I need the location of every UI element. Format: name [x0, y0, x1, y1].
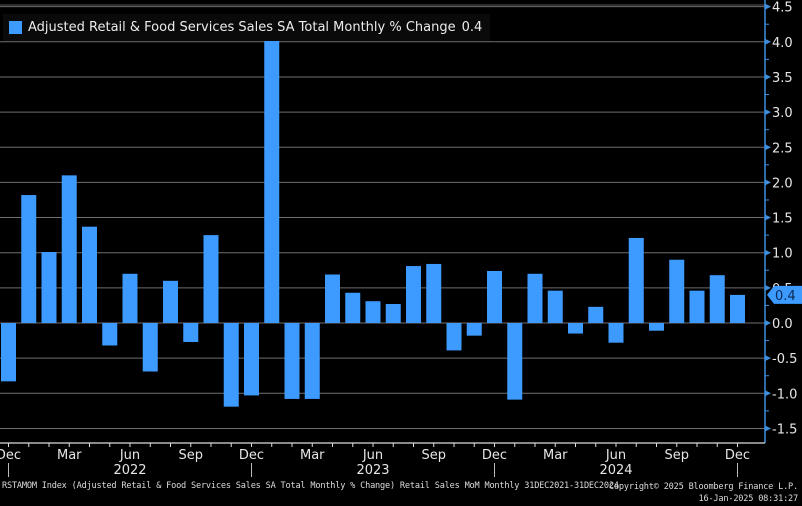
x-month-label: Dec	[0, 448, 21, 463]
bar	[568, 323, 583, 334]
y-tick-marker	[765, 425, 771, 432]
y-tick-marker	[765, 3, 771, 10]
y-tick-label: 2.5	[772, 141, 793, 156]
y-tick-marker	[765, 73, 771, 80]
y-tick-marker	[765, 38, 771, 45]
y-tick-label: 3.0	[772, 106, 793, 121]
legend-value: 0.4	[461, 20, 483, 35]
bar	[385, 304, 401, 323]
y-tick-label: -0.5	[772, 352, 797, 367]
bar	[223, 323, 239, 407]
y-tick-marker	[765, 284, 771, 291]
x-month-label: Jun	[119, 448, 140, 463]
bar	[21, 195, 37, 323]
bar	[122, 273, 138, 323]
y-tick-label: 0.0	[772, 317, 793, 332]
y-tick-label: -1.5	[772, 422, 797, 437]
x-month-label: Mar	[300, 448, 325, 463]
footer-right: Copyright© 2025 Bloomberg Finance L.P. 1…	[609, 481, 798, 505]
bar	[628, 237, 644, 323]
y-tick-marker	[765, 249, 771, 256]
bar	[163, 280, 178, 323]
y-tick-marker	[765, 390, 771, 397]
bar	[203, 235, 219, 323]
bar	[608, 323, 624, 343]
bar	[689, 290, 705, 323]
y-tick-label: 2.0	[772, 176, 793, 191]
bar	[345, 292, 361, 323]
copyright-text: Copyright© 2025 Bloomberg Finance L.P.	[608, 482, 798, 492]
grid-lines	[0, 4, 765, 429]
y-tick-label: 4.0	[772, 36, 793, 51]
bar	[730, 294, 745, 323]
y-tick-marker	[765, 109, 771, 116]
bar	[304, 323, 320, 399]
x-year-label: 2022	[113, 463, 146, 478]
y-axis: -1.5-1.0-0.50.00.51.01.52.02.53.03.54.04…	[764, 0, 802, 443]
bar	[527, 273, 543, 323]
bar	[183, 323, 199, 342]
legend: Adjusted Retail & Food Services Sales SA…	[3, 14, 491, 41]
x-month-label: Sep	[664, 448, 689, 463]
bar	[82, 226, 97, 323]
bar	[264, 36, 280, 324]
bar	[365, 301, 381, 323]
bar	[547, 290, 563, 323]
y-tick-marker	[765, 320, 771, 326]
x-month-label: Mar	[57, 448, 82, 463]
x-month-label: Jun	[362, 448, 383, 463]
bar	[507, 323, 523, 400]
x-month-label: Dec	[725, 448, 750, 463]
y-tick-label: 4.5	[772, 1, 793, 16]
y-tick-label: 1.0	[772, 247, 793, 262]
x-month-label: Dec	[239, 448, 264, 463]
x-axis: Dec Mar Jun Sep Dec Mar Jun Sep Dec Mar Jun Sep Dec 2…	[0, 442, 765, 478]
bar	[325, 274, 340, 323]
bar	[244, 323, 259, 396]
last-value-label: 0.4	[775, 289, 796, 304]
y-tick-marker	[765, 144, 771, 151]
bar	[588, 306, 604, 323]
bar	[669, 259, 685, 323]
x-month-label: Mar	[543, 448, 568, 463]
y-tick-label: 1.5	[772, 212, 793, 227]
last-value-tag	[767, 285, 802, 304]
bar	[649, 323, 664, 331]
y-tick-marker	[765, 214, 771, 221]
timestamp: 16-Jan-2025 08:31:27	[698, 494, 799, 504]
y-tick-marker	[765, 355, 771, 362]
bar	[406, 266, 421, 323]
x-month-label: Sep	[421, 448, 446, 463]
bar	[284, 323, 300, 399]
bar	[426, 263, 442, 323]
bars	[1, 36, 745, 407]
y-tick-label: 3.5	[772, 71, 793, 86]
bar	[466, 323, 482, 336]
x-year-label: 2023	[356, 463, 389, 478]
legend-swatch	[9, 21, 22, 34]
bar	[446, 323, 462, 351]
bar	[41, 251, 57, 323]
bar	[142, 323, 158, 372]
y-tick-label: -1.0	[772, 387, 797, 402]
x-year-label: 2024	[599, 463, 632, 478]
footer-description: RSTAMOM Index (Adjusted Retail & Food Se…	[2, 481, 619, 491]
bar	[709, 275, 725, 323]
y-tick-marker	[765, 179, 771, 186]
bar	[102, 323, 118, 346]
x-month-label: Sep	[178, 448, 203, 463]
bar	[1, 323, 16, 382]
bar	[487, 270, 502, 323]
x-month-label: Dec	[482, 448, 507, 463]
x-month-label: Jun	[605, 448, 626, 463]
legend-label: Adjusted Retail & Food Services Sales SA…	[28, 20, 456, 35]
bar	[61, 175, 77, 323]
